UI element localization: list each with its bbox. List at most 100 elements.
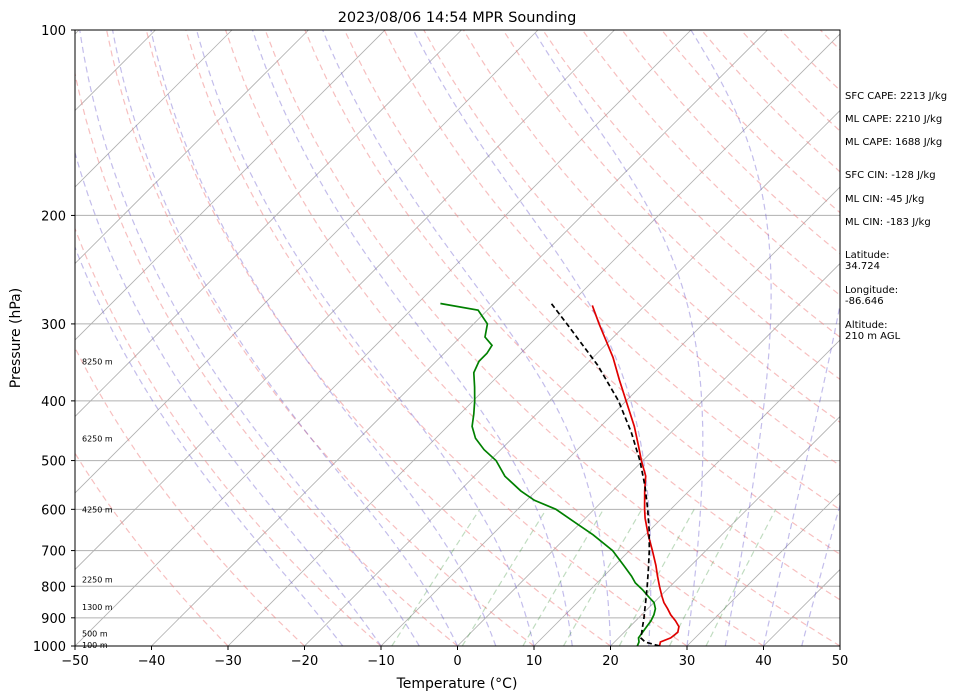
dry-adiabat bbox=[145, 30, 611, 646]
moist-adiabat bbox=[690, 30, 772, 646]
y-tick-label: 600 bbox=[41, 503, 66, 518]
isotherm-line bbox=[304, 109, 840, 646]
annotation-line: Latitude: bbox=[845, 250, 890, 261]
annotation-line: 210 m AGL bbox=[845, 331, 901, 342]
parcel-path-line bbox=[550, 302, 660, 646]
dry-adiabat bbox=[423, 30, 840, 467]
annotation-lon: Longitude: -86.646 bbox=[845, 285, 898, 307]
y-tick-label: 200 bbox=[41, 209, 66, 224]
annotation-ml-cin: ML CIN: -45 J/kg bbox=[845, 194, 924, 205]
moist-adiabat bbox=[112, 30, 459, 646]
annotation-line: ML CAPE: 1688 J/kg bbox=[845, 137, 942, 148]
x-tick-label: −50 bbox=[61, 654, 88, 669]
dry-adiabat bbox=[383, 30, 840, 511]
annotation-lat: Latitude: 34.724 bbox=[845, 250, 890, 272]
x-axis-label: Temperature (°C) bbox=[396, 676, 518, 692]
y-axis-ticks: 100 200 300 400 500 600 700 800 900 1000 bbox=[33, 24, 75, 655]
isotherm-line bbox=[686, 492, 840, 646]
x-tick-label: −40 bbox=[138, 654, 165, 669]
dry-adiabat bbox=[343, 30, 840, 555]
y-tick-label: 400 bbox=[41, 395, 66, 410]
y-tick-label: 800 bbox=[41, 580, 66, 595]
chart-title: 2023/08/06 14:54 MPR Sounding bbox=[338, 10, 577, 26]
moist-adiabat bbox=[75, 150, 382, 646]
annotation-line: SFC CIN: -128 J/kg bbox=[845, 170, 936, 181]
isotherm-line bbox=[75, 30, 233, 188]
annotation-sfc-cape: SFC CAPE: 2213 J/kg bbox=[845, 91, 947, 102]
moist-adiabat-lines bbox=[75, 30, 840, 646]
dry-adiabat bbox=[75, 70, 458, 646]
annotation-mu-cape: ML CAPE: 1688 J/kg bbox=[845, 137, 942, 148]
dry-adiabat bbox=[75, 227, 382, 646]
y-tick-label: 700 bbox=[41, 545, 66, 560]
annotation-line: Altitude: bbox=[845, 320, 887, 331]
dry-adiabat bbox=[304, 30, 840, 601]
y-tick-label: 100 bbox=[41, 24, 66, 39]
x-tick-label: 40 bbox=[755, 654, 772, 669]
moist-adiabat bbox=[75, 245, 344, 646]
x-tick-label: −10 bbox=[367, 654, 394, 669]
height-label: 4250 m bbox=[82, 505, 113, 514]
isotherm-line bbox=[227, 33, 840, 646]
annotation-line: -86.646 bbox=[845, 296, 884, 307]
sounding-profiles bbox=[440, 302, 680, 646]
x-tick-label: −30 bbox=[214, 654, 241, 669]
isotherm-lines bbox=[75, 30, 840, 646]
y-tick-label: 900 bbox=[41, 612, 66, 627]
moist-adiabat bbox=[762, 302, 840, 646]
isotherm-line bbox=[457, 262, 840, 646]
moist-adiabat bbox=[251, 30, 573, 646]
x-tick-label: 30 bbox=[679, 654, 696, 669]
mixing-ratio-line bbox=[705, 509, 777, 646]
temperature-profile-line bbox=[591, 305, 680, 646]
isotherm-line bbox=[533, 339, 840, 646]
moist-adiabat bbox=[532, 30, 704, 646]
mixing-ratio-line bbox=[391, 508, 481, 646]
y-tick-label: 1000 bbox=[33, 640, 66, 655]
annotation-line: SFC CAPE: 2213 J/kg bbox=[845, 91, 947, 102]
height-label: 1300 m bbox=[82, 603, 113, 612]
moist-adiabat bbox=[412, 30, 652, 646]
y-axis-label: Pressure (hPa) bbox=[8, 288, 24, 388]
annotation-line: ML CIN: -183 J/kg bbox=[845, 217, 931, 228]
annotation-line: ML CIN: -45 J/kg bbox=[845, 194, 924, 205]
mixing-ratio-line bbox=[618, 509, 695, 646]
height-label: 2250 m bbox=[82, 576, 113, 585]
annotation-mu-cin: ML CIN: -183 J/kg bbox=[845, 217, 931, 228]
x-tick-label: 10 bbox=[526, 654, 543, 669]
isotherm-line bbox=[380, 186, 840, 646]
sounding-annotations: SFC CAPE: 2213 J/kg ML CAPE: 2210 J/kg ML … bbox=[845, 91, 947, 342]
isotherm-line bbox=[75, 30, 386, 341]
isotherm-line bbox=[151, 30, 768, 646]
moist-adiabat bbox=[79, 30, 420, 646]
annotation-line: ML CAPE: 2210 J/kg bbox=[845, 114, 942, 125]
dry-adiabat bbox=[264, 30, 840, 646]
moist-adiabat bbox=[196, 30, 535, 646]
dry-adiabat bbox=[75, 346, 305, 646]
isotherm-line bbox=[75, 30, 462, 418]
mixing-ratio-line bbox=[461, 508, 547, 646]
annotation-line: 34.724 bbox=[845, 261, 880, 272]
annotation-ml-cape: ML CAPE: 2210 J/kg bbox=[845, 114, 942, 125]
y-tick-label: 500 bbox=[41, 455, 66, 470]
height-label: 8250 m bbox=[82, 357, 113, 366]
y-tick-label: 300 bbox=[41, 318, 66, 333]
annotation-alt: Altitude: 210 m AGL bbox=[845, 320, 901, 342]
x-tick-label: 0 bbox=[453, 654, 461, 669]
height-label: 500 m bbox=[82, 630, 108, 639]
x-tick-label: 50 bbox=[832, 654, 849, 669]
dry-adiabat bbox=[106, 30, 535, 646]
x-tick-label: 20 bbox=[602, 654, 619, 669]
isotherm-line bbox=[610, 415, 840, 646]
moist-adiabat bbox=[801, 502, 840, 646]
moist-adiabat bbox=[150, 30, 497, 646]
moist-adiabat bbox=[322, 30, 612, 646]
isotherm-line bbox=[75, 30, 309, 265]
x-tick-label: −20 bbox=[291, 654, 318, 669]
mixing-ratio-line bbox=[522, 508, 605, 646]
x-axis-ticks: −50 −40 −30 −20 −10 0 10 20 30 40 50 bbox=[61, 646, 848, 669]
dry-adiabat bbox=[185, 30, 688, 646]
dry-adiabat-lines bbox=[75, 30, 840, 646]
annotation-sfc-cin: SFC CIN: -128 J/kg bbox=[845, 170, 936, 181]
height-label: 6250 m bbox=[82, 434, 113, 443]
